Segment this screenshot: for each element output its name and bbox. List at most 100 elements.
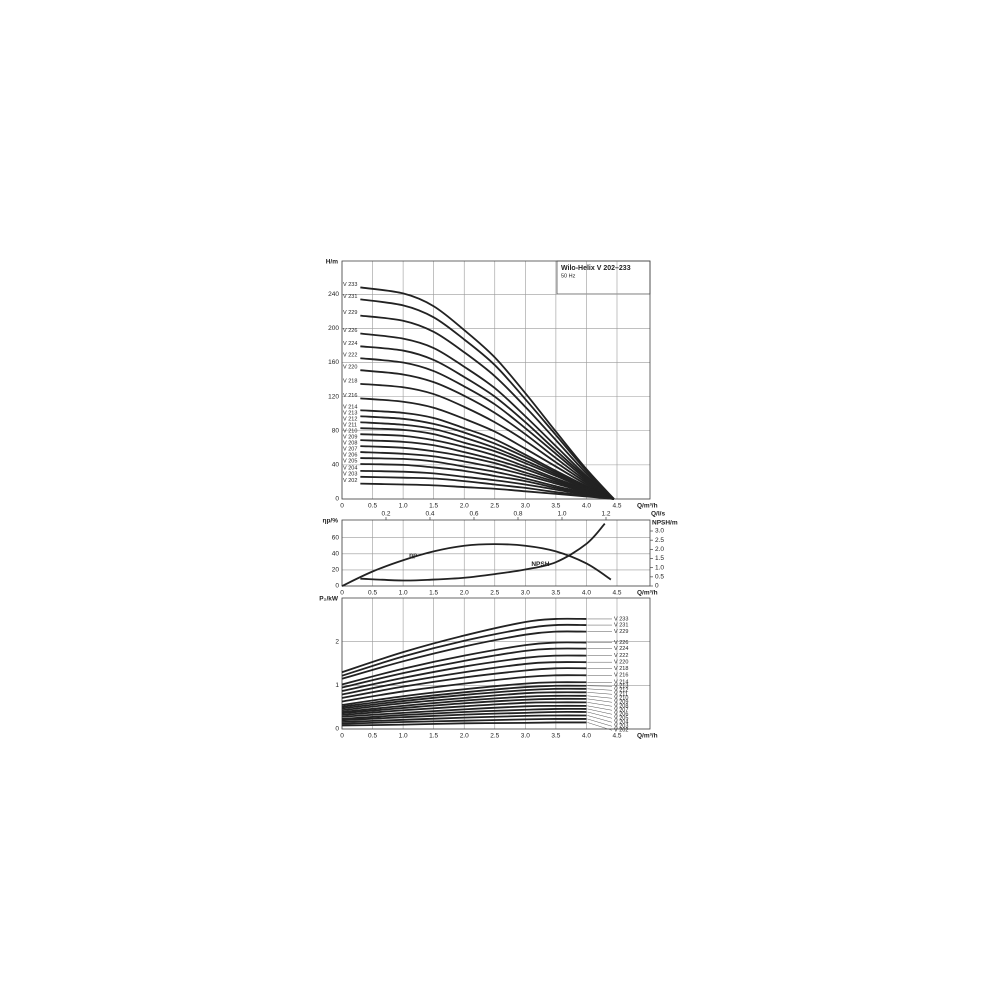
series-label: V 207 [614, 708, 628, 714]
x-axis-label: Q/m³/h [637, 503, 658, 510]
x-tick-label: 1.0 [399, 733, 408, 740]
series-label: V 213 [614, 684, 628, 690]
x-tick-label: 1.5 [429, 590, 438, 597]
x-tick-label: 1.5 [429, 733, 438, 740]
series-label: V 218 [614, 666, 628, 672]
leader-line [587, 688, 613, 691]
y-tick-label: 80 [332, 427, 340, 434]
x-tick-label: 4.0 [582, 503, 591, 510]
curve [341, 718, 587, 725]
curve [360, 409, 615, 500]
x-tick-label: 2.5 [490, 503, 499, 510]
x2-tick-label: 0.4 [425, 511, 434, 518]
x-axis-label: Q/m³/h [637, 733, 658, 740]
x-tick-label: 2.0 [460, 503, 469, 510]
x-tick-label: 0.5 [368, 733, 377, 740]
curve [360, 382, 615, 500]
curve [360, 523, 606, 582]
curve [360, 298, 615, 500]
series-label: V 222 [614, 653, 628, 659]
curve [360, 345, 615, 500]
plot-frame [341, 260, 651, 500]
x-tick-label: 4.0 [582, 590, 591, 597]
plot-frame [341, 519, 651, 587]
curve [360, 445, 615, 500]
y-tick-label: 40 [332, 551, 340, 558]
curve [360, 451, 615, 500]
y-tick-label: 0 [335, 496, 339, 503]
leader-line [587, 711, 613, 719]
x-axis-label: Q/m³/h [637, 590, 658, 597]
leader-line [587, 685, 613, 687]
series-label: V 203 [343, 471, 357, 477]
series-label: V 214 [614, 680, 628, 686]
x-tick-label: 1.0 [399, 503, 408, 510]
curve [360, 427, 615, 500]
curve [341, 691, 587, 712]
series-label: V 212 [343, 417, 357, 423]
x-tick-label: 0 [340, 733, 344, 740]
x2-tick-label: 1.2 [601, 511, 610, 518]
chart-subtitle: 50 Hz [561, 273, 576, 279]
curve [360, 332, 615, 500]
series-label: V 226 [343, 328, 357, 334]
leader-line [587, 702, 613, 707]
series-label: V 208 [614, 704, 628, 710]
curve [341, 704, 587, 718]
curve [341, 721, 587, 727]
x-tick-label: 1.5 [429, 503, 438, 510]
curve [341, 711, 587, 722]
series-label: V 205 [614, 716, 628, 722]
leader-line [587, 705, 613, 711]
x-tick-label: 2.0 [460, 590, 469, 597]
curve [360, 439, 615, 500]
curve [341, 694, 587, 713]
curve [360, 286, 615, 500]
y-tick-label: 160 [328, 359, 339, 366]
curve [341, 697, 587, 715]
y2-tick-label: 1.5 [655, 555, 664, 562]
x-tick-label: 3.0 [521, 503, 530, 510]
y2-axis-label: NPSH/m [652, 520, 678, 527]
x-tick-label: 4.5 [612, 503, 621, 510]
series-label: V 210 [614, 696, 628, 702]
leader-line [587, 722, 613, 731]
series-label: V 231 [614, 623, 628, 629]
x2-axis-label: Q/l/s [651, 511, 665, 518]
leader-line [587, 692, 613, 695]
x-tick-label: 2.5 [490, 590, 499, 597]
series-label: V 212 [614, 688, 628, 694]
y-axis-label: P₂/kW [319, 596, 339, 603]
x-tick-label: 1.0 [399, 590, 408, 597]
curve [360, 314, 615, 500]
series-label: V 214 [343, 405, 357, 411]
y2-tick-label: 0 [655, 583, 659, 590]
curve [341, 647, 587, 689]
curve [341, 687, 587, 710]
series-label: V 226 [614, 640, 628, 646]
x-tick-label: 4.0 [582, 733, 591, 740]
series-label: V 208 [343, 441, 357, 447]
curve [360, 469, 615, 500]
curve [341, 681, 587, 706]
x2-tick-label: 0.2 [381, 511, 390, 518]
x-tick-label: 3.5 [551, 503, 560, 510]
curve [341, 630, 587, 680]
x-tick-label: 3.5 [551, 590, 560, 597]
series-label: V 229 [614, 629, 628, 635]
curve [360, 482, 615, 500]
series-label: V 213 [343, 411, 357, 417]
leader-line [587, 708, 613, 715]
curve [360, 421, 615, 500]
leader-line [587, 698, 613, 703]
y-tick-label: 60 [332, 534, 340, 541]
curve [341, 714, 587, 723]
series-label: V 204 [614, 720, 628, 726]
y-tick-label: 240 [328, 291, 339, 298]
series-label: V 202 [614, 728, 628, 734]
curve [341, 617, 587, 674]
x2-tick-label: 0.8 [513, 511, 522, 518]
y-tick-label: 0 [335, 726, 339, 733]
